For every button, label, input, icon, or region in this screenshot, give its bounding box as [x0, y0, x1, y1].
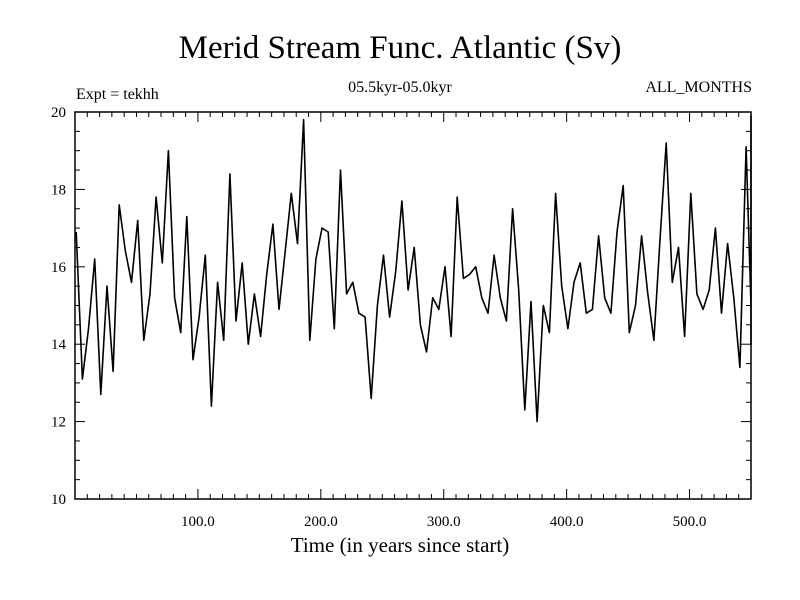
chart-title: Merid Stream Func. Atlantic (Sv): [178, 30, 622, 66]
x-tick-label: 400.0: [550, 514, 584, 530]
period-label: 05.5kyr-05.0kyr: [348, 79, 452, 96]
experiment-label: Expt = tekhh: [76, 86, 159, 103]
y-tick-label: 20: [51, 105, 66, 121]
y-tick-label: 18: [51, 182, 66, 198]
axis-ticks: [75, 112, 751, 499]
y-tick-label: 10: [51, 492, 66, 508]
x-tick-label: 200.0: [304, 514, 338, 530]
season-label: ALL_MONTHS: [645, 79, 752, 96]
x-tick-label: 500.0: [673, 514, 707, 530]
x-tick-label: 300.0: [427, 514, 461, 530]
y-tick-label: 16: [51, 260, 67, 276]
y-tick-label: 12: [51, 415, 66, 431]
series-line-amoc: [75, 115, 752, 423]
axis-tick-labels: 100.0 200.0 300.0 400.0 500.0 10 12 14 16 18 20: [51, 105, 706, 530]
x-axis-label: Time (in years since start): [290, 533, 510, 557]
x-tick-label: 100.0: [181, 514, 215, 530]
y-tick-label: 14: [51, 337, 67, 353]
